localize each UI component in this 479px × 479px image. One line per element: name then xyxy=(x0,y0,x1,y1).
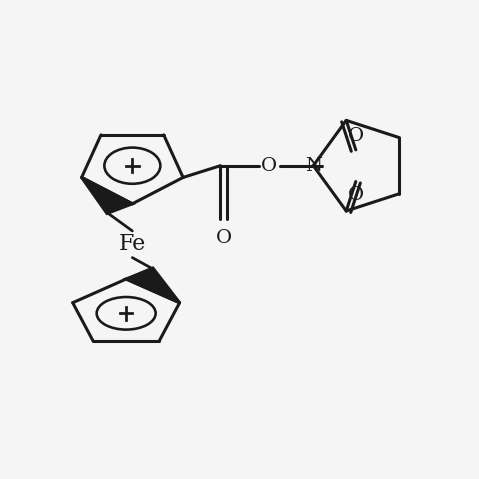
Text: N: N xyxy=(305,157,322,175)
Text: O: O xyxy=(261,157,277,175)
Polygon shape xyxy=(81,177,132,214)
Text: O: O xyxy=(348,186,364,205)
Text: O: O xyxy=(348,127,364,145)
Polygon shape xyxy=(126,268,180,303)
Text: Fe: Fe xyxy=(119,233,146,255)
Text: O: O xyxy=(216,229,232,247)
